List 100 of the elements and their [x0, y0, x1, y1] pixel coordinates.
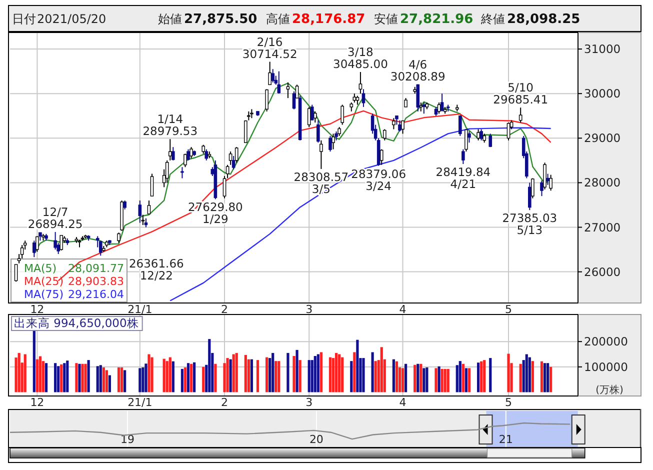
y-tick-label: 100000	[584, 360, 628, 374]
candlestick	[277, 70, 281, 94]
candlestick	[422, 102, 426, 114]
candlestick	[543, 162, 546, 190]
bar	[247, 359, 250, 392]
bar	[66, 360, 69, 392]
candlestick	[184, 153, 187, 168]
bar	[320, 352, 322, 392]
bar	[338, 354, 341, 392]
candlestick	[528, 182, 532, 211]
candlestick	[286, 82, 290, 99]
candlestick	[292, 90, 296, 110]
candlestick	[468, 130, 471, 144]
bar	[148, 354, 150, 392]
text: 安値	[374, 12, 398, 26]
candlestick	[54, 231, 57, 250]
candlestick	[265, 88, 268, 112]
bar	[438, 366, 440, 392]
bar	[63, 363, 66, 392]
x-tick-label: 21	[498, 433, 513, 446]
bar	[416, 364, 420, 392]
bar	[401, 368, 404, 392]
bar	[507, 354, 510, 392]
y-tick-label: 27000	[584, 220, 621, 234]
bar	[105, 370, 108, 392]
candlestick	[307, 106, 311, 128]
candlestick	[382, 128, 386, 141]
bar	[168, 357, 172, 392]
annotation: 27385.03 5/13	[502, 211, 558, 238]
candlestick	[437, 102, 441, 114]
candlestick	[488, 133, 492, 148]
bar	[422, 368, 426, 392]
text: 27,821.96	[400, 12, 474, 27]
annotation: 28,903.83	[68, 275, 124, 288]
bar	[314, 356, 316, 392]
bar	[362, 358, 365, 392]
y-tick-label: 30000	[584, 86, 621, 101]
bar	[84, 364, 87, 392]
bar	[166, 361, 168, 392]
x-tick-label: 12	[30, 303, 44, 316]
candlestick	[190, 146, 193, 159]
candlestick	[168, 138, 172, 161]
candlestick	[147, 200, 151, 214]
bar	[117, 367, 120, 392]
bar	[96, 366, 99, 392]
candlestick	[546, 173, 550, 186]
bar	[310, 360, 314, 392]
annotation: 28379.06 3/24	[351, 166, 406, 193]
candlestick	[222, 176, 226, 199]
y-tick-label: 200000	[584, 334, 628, 349]
bar	[420, 364, 422, 392]
y-axis-title: (万株)	[596, 384, 624, 396]
text: 27,875.50	[184, 12, 258, 27]
candlestick	[14, 264, 18, 282]
candlestick	[392, 118, 396, 130]
bar	[298, 360, 302, 392]
candlestick	[506, 122, 510, 141]
x-tick-label: 3	[306, 303, 313, 316]
bar	[464, 368, 468, 392]
candlestick	[186, 148, 190, 161]
x-tick-label: 2	[221, 303, 228, 316]
candlestick	[268, 61, 272, 86]
bar	[480, 361, 483, 392]
candlestick	[358, 71, 362, 94]
bar	[32, 330, 36, 392]
bar	[272, 352, 274, 392]
x-tick-label: 2	[221, 396, 228, 409]
candlestick	[180, 166, 184, 179]
bar	[229, 359, 232, 392]
series-label: MA(25)	[24, 275, 64, 288]
bar	[235, 352, 238, 392]
bar	[278, 361, 280, 392]
candlestick	[141, 214, 145, 226]
candlestick	[401, 120, 404, 134]
y-tick-label: 31000	[584, 42, 621, 56]
candlestick	[476, 128, 480, 141]
bar	[380, 347, 383, 392]
bar	[180, 368, 184, 392]
bar	[78, 364, 81, 392]
candlestick	[416, 84, 420, 112]
bar	[214, 364, 217, 392]
candlestick	[150, 173, 154, 197]
candlestick	[380, 148, 384, 166]
y-tick-label: 29000	[584, 131, 621, 146]
candlestick	[165, 160, 169, 184]
bar	[462, 364, 464, 392]
bar	[446, 368, 450, 392]
bar	[172, 361, 174, 392]
bar	[341, 357, 344, 392]
x-tick-label: 21/1	[128, 303, 152, 316]
candlestick	[228, 151, 232, 166]
annotation: 1/14 28979.53	[142, 112, 198, 138]
text: 28,098.25	[507, 12, 580, 27]
x-tick-label: 5	[505, 396, 512, 409]
bar	[477, 362, 480, 392]
candlestick	[226, 164, 230, 179]
candlestick	[316, 120, 320, 144]
bar	[60, 364, 63, 392]
bar	[426, 367, 428, 392]
bar	[292, 356, 296, 392]
